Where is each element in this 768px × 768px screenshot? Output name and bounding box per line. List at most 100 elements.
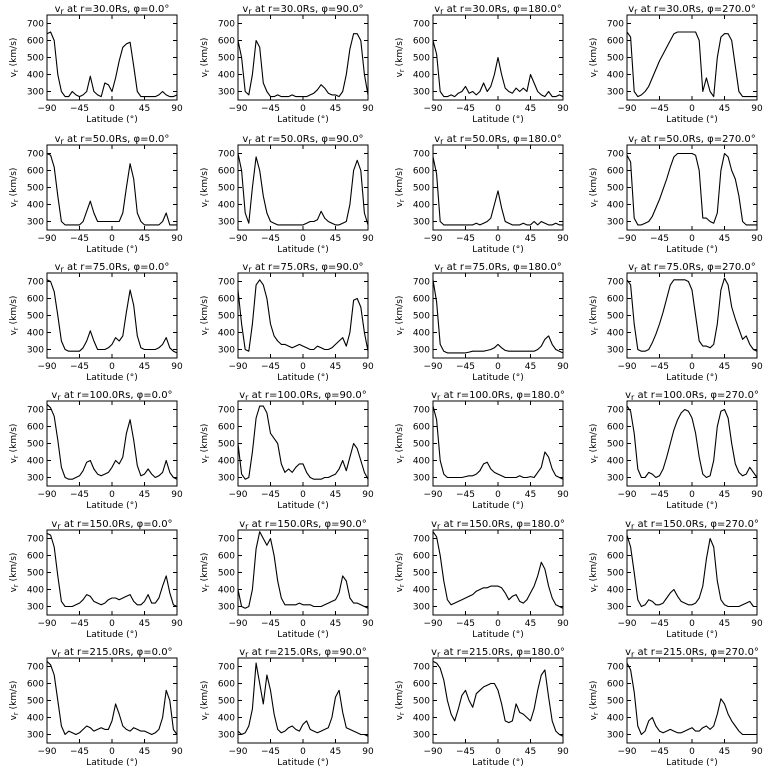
series-line xyxy=(237,153,369,226)
x-tick-label: 0 xyxy=(495,234,501,244)
x-tick-label: 45 xyxy=(139,619,150,629)
y-tick-label: 300 xyxy=(607,474,624,484)
x-tick-label: 45 xyxy=(525,747,536,757)
x-tick-label: 90 xyxy=(751,619,763,629)
y-tick-label: 500 xyxy=(607,440,624,450)
y-tick-label: 700 xyxy=(218,535,235,545)
y-tick-label: 600 xyxy=(413,167,430,177)
x-tick-label: −90 xyxy=(424,234,443,244)
x-tick-label: 0 xyxy=(300,619,306,629)
series-line xyxy=(626,405,758,479)
x-tick-label: 90 xyxy=(362,362,374,372)
x-tick-label: −45 xyxy=(261,747,280,757)
y-axis-label: vr (km/s) xyxy=(200,681,211,721)
x-tick-label: 45 xyxy=(139,490,150,500)
plot-frame xyxy=(46,144,178,231)
x-axis-label: Latitude (°) xyxy=(277,373,328,383)
plot-frame xyxy=(46,272,178,359)
y-tick-label: 500 xyxy=(607,569,624,579)
series-line xyxy=(432,531,564,609)
x-tick-label: −45 xyxy=(456,747,475,757)
y-axis-label: vr (km/s) xyxy=(200,553,211,593)
y-tick-label: 300 xyxy=(27,731,44,741)
chart-panel: vr at r=150.0Rs, φ=0.0° −90 −45 0 45 90 300 400… xyxy=(9,519,183,640)
x-tick-label: −45 xyxy=(261,234,280,244)
chart-title: vr at r=150.0Rs, φ=180.0° xyxy=(431,519,565,531)
x-tick-label: 90 xyxy=(362,747,374,757)
y-tick-label: 400 xyxy=(218,714,235,724)
x-tick-label: 0 xyxy=(495,490,501,500)
x-tick-label: −90 xyxy=(618,747,637,757)
y-axis-label: vr (km/s) xyxy=(200,38,211,78)
y-tick-label: 600 xyxy=(607,295,624,305)
y-tick-label: 600 xyxy=(413,295,430,305)
chart-title: vr at r=215.0Rs, φ=0.0° xyxy=(51,647,172,659)
y-tick-label: 300 xyxy=(218,474,235,484)
series-line xyxy=(432,40,564,98)
y-tick-label: 400 xyxy=(413,714,430,724)
x-axis-label: Latitude (°) xyxy=(86,501,137,511)
plot-frame xyxy=(626,272,758,359)
x-tick-label: −90 xyxy=(38,362,57,372)
y-tick-label: 500 xyxy=(218,184,235,194)
y-axis-label: vr (km/s) xyxy=(589,296,600,336)
series-line xyxy=(432,156,563,226)
x-tick-label: 90 xyxy=(557,234,569,244)
series-line xyxy=(432,660,564,737)
y-tick-label: 600 xyxy=(607,167,624,177)
y-tick-label: 300 xyxy=(607,731,624,741)
y-tick-label: 500 xyxy=(218,312,235,322)
chart-panel: vr at r=150.0Rs, φ=90.0° −90 −45 0 45 90 300 40… xyxy=(200,519,374,640)
chart-title: vr at r=100.0Rs, φ=90.0° xyxy=(239,390,367,402)
series-line xyxy=(237,531,369,609)
y-tick-label: 500 xyxy=(413,697,430,707)
chart-panel: vr at r=150.0Rs, φ=270.0° −90 −45 0 45 90 300 4… xyxy=(589,519,763,640)
chart-title: vr at r=215.0Rs, φ=270.0° xyxy=(625,647,759,659)
x-tick-label: −90 xyxy=(424,619,443,629)
y-tick-label: 400 xyxy=(27,586,44,596)
x-tick-label: −90 xyxy=(618,234,637,244)
x-tick-label: 0 xyxy=(300,490,306,500)
y-axis-label: vr (km/s) xyxy=(395,168,406,208)
chart-panel: vr at r=75.0Rs, φ=0.0° −90 −45 0 45 90 300 400 5… xyxy=(9,262,183,383)
x-tick-label: 90 xyxy=(751,747,763,757)
y-tick-label: 700 xyxy=(218,278,235,288)
x-axis-label: Latitude (°) xyxy=(86,630,137,640)
y-tick-label: 300 xyxy=(607,346,624,356)
chart-title: vr at r=150.0Rs, φ=270.0° xyxy=(625,519,759,531)
y-tick-label: 500 xyxy=(607,697,624,707)
y-tick-label: 600 xyxy=(607,680,624,690)
x-tick-label: 45 xyxy=(719,362,730,372)
x-tick-label: 45 xyxy=(139,104,150,114)
y-axis-label: vr (km/s) xyxy=(589,168,600,208)
y-axis-label: vr (km/s) xyxy=(395,553,406,593)
x-tick-label: −45 xyxy=(650,747,669,757)
chart-title: vr at r=75.0Rs, φ=180.0° xyxy=(434,262,562,274)
y-axis-label: vr (km/s) xyxy=(200,168,211,208)
y-tick-label: 300 xyxy=(413,88,430,98)
chart-panel: vr at r=30.0Rs, φ=180.0° −90 −45 0 45 90 300 40… xyxy=(395,4,569,125)
y-tick-label: 500 xyxy=(607,184,624,194)
x-axis-label: Latitude (°) xyxy=(277,501,328,511)
x-tick-label: 45 xyxy=(330,619,341,629)
y-axis-label: vr (km/s) xyxy=(9,553,20,593)
x-tick-label: 45 xyxy=(139,747,150,757)
y-tick-label: 700 xyxy=(218,406,235,416)
y-tick-label: 600 xyxy=(607,37,624,47)
x-tick-label: 90 xyxy=(362,104,374,114)
y-tick-label: 300 xyxy=(413,346,430,356)
x-tick-label: 0 xyxy=(300,234,306,244)
y-tick-label: 500 xyxy=(218,569,235,579)
chart-panel: vr at r=100.0Rs, φ=0.0° −90 −45 0 45 90 300 400… xyxy=(9,390,183,511)
x-tick-label: −90 xyxy=(229,362,248,372)
y-tick-label: 300 xyxy=(413,603,430,613)
x-axis-label: Latitude (°) xyxy=(86,373,137,383)
y-tick-label: 700 xyxy=(218,150,235,160)
y-tick-label: 700 xyxy=(413,20,430,30)
y-tick-label: 400 xyxy=(218,457,235,467)
x-tick-label: 90 xyxy=(362,490,374,500)
x-tick-label: −45 xyxy=(456,104,475,114)
chart-title: vr at r=30.0Rs, φ=180.0° xyxy=(434,4,562,16)
y-tick-label: 500 xyxy=(218,440,235,450)
